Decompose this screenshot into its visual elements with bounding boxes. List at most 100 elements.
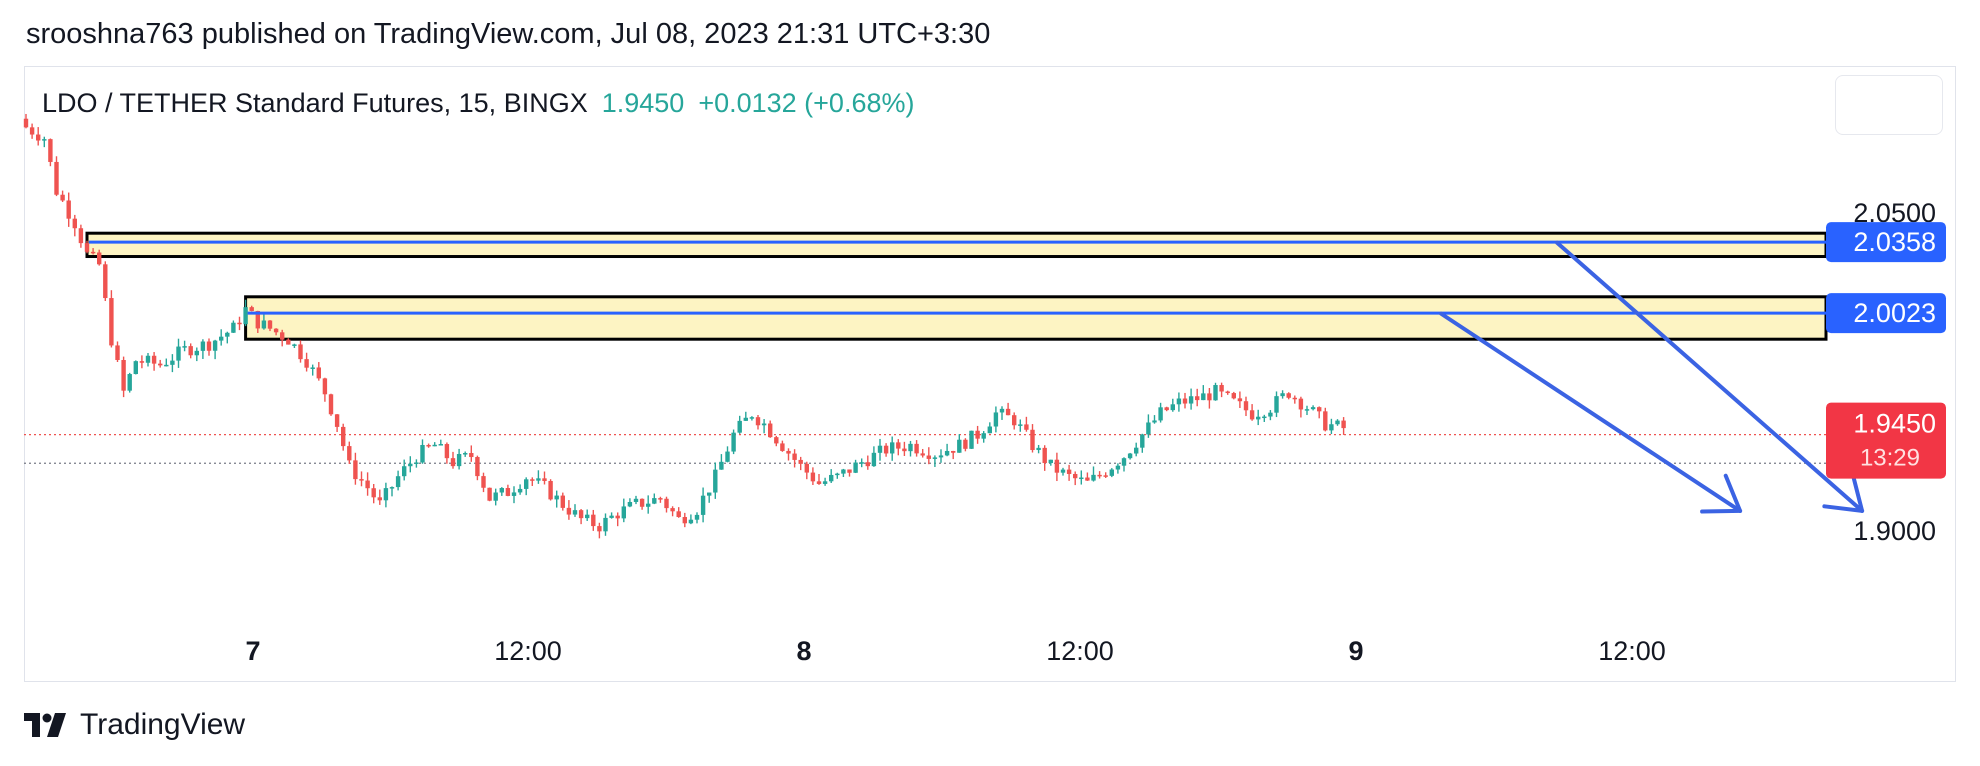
candle-body <box>493 492 498 501</box>
candle-body <box>273 328 279 333</box>
candle-body <box>524 479 529 489</box>
candle-body <box>481 476 486 488</box>
candle-body <box>212 340 218 351</box>
candle-body <box>890 442 895 454</box>
candle-body <box>225 332 230 337</box>
candle-body <box>963 439 968 449</box>
chart-corner-button[interactable] <box>1835 75 1943 135</box>
candle-body <box>48 139 53 162</box>
supply-zone-1[interactable] <box>85 231 1828 259</box>
candle-body <box>1298 398 1304 410</box>
candle-body <box>90 251 96 254</box>
candle-body <box>194 350 199 356</box>
candle-body <box>1018 424 1023 426</box>
candle-body <box>341 426 346 447</box>
candle-body <box>768 423 773 438</box>
candle-body <box>969 430 974 449</box>
candle-body <box>298 344 303 360</box>
candle-body <box>200 341 206 351</box>
candle-body <box>700 495 706 515</box>
candle-body <box>926 455 931 459</box>
candle-body <box>682 517 687 524</box>
candle-body <box>1207 393 1212 401</box>
candle-body <box>328 394 334 415</box>
candle-body <box>981 433 986 439</box>
candle-body <box>725 451 730 462</box>
candle-body <box>359 479 364 481</box>
candle-body <box>420 444 425 463</box>
candle-body <box>347 446 352 461</box>
candle-body <box>353 460 358 480</box>
candle-body <box>1256 416 1261 420</box>
candle-body <box>542 478 547 481</box>
level-price-tag[interactable]: 2.0358 <box>1826 222 1946 263</box>
candle-body <box>883 445 889 454</box>
last-price-tag[interactable]: 1.9450 13:29 <box>1826 402 1946 479</box>
candle-body <box>243 307 248 325</box>
chart-frame <box>24 66 1956 682</box>
candle-body <box>1005 408 1011 416</box>
candle-body <box>554 495 559 500</box>
candle-body <box>1024 424 1029 430</box>
candle-body <box>780 443 785 451</box>
candle-body <box>103 264 108 299</box>
candle-body <box>511 492 517 496</box>
candle-body <box>902 448 907 452</box>
candle-body <box>707 492 712 496</box>
candle-body <box>97 252 102 265</box>
candles-layer <box>23 113 1346 539</box>
candle-body <box>1219 385 1224 392</box>
candle-body <box>505 488 511 496</box>
x-tick-label: 12:00 <box>1598 636 1666 666</box>
candle-body <box>1140 434 1145 448</box>
candle-body <box>469 453 474 458</box>
candle-body <box>719 461 724 470</box>
brand-name: TradingView <box>80 708 246 741</box>
bearish-arrow-1[interactable] <box>1555 240 1865 513</box>
candle-body <box>60 194 65 201</box>
candle-body <box>54 161 59 195</box>
candle-body <box>1225 391 1230 394</box>
candle-body <box>127 374 132 391</box>
candle-body <box>896 442 901 449</box>
supply-zone-2[interactable] <box>244 295 1828 341</box>
candle-body <box>1134 447 1139 454</box>
candle-body <box>639 498 645 507</box>
bearish-arrow-2[interactable] <box>1439 311 1743 514</box>
candle-body <box>652 498 657 504</box>
candle-body <box>84 243 90 252</box>
candle-body <box>957 439 962 453</box>
candle-body <box>743 417 748 421</box>
candle-body <box>804 463 809 473</box>
candle-body <box>810 472 816 482</box>
candle-body <box>115 345 120 360</box>
symbol-name: LDO / TETHER Standard Futures, 15, BINGX <box>42 88 588 118</box>
candle-body <box>731 432 736 452</box>
candle-body <box>334 414 340 427</box>
candle-body <box>688 519 694 524</box>
candle-body <box>914 443 919 454</box>
candle-body <box>822 481 828 484</box>
candle-body <box>1048 459 1053 464</box>
candle-body <box>609 515 614 518</box>
candle-body <box>816 481 822 484</box>
candle-body <box>993 412 999 427</box>
candle-body <box>1304 409 1310 411</box>
candle-body <box>1152 420 1157 423</box>
x-tick-label: 12:00 <box>494 636 562 666</box>
candle-body <box>1195 396 1200 401</box>
candle-body <box>865 462 870 467</box>
candle-body <box>585 514 590 519</box>
candle-body <box>286 339 291 345</box>
candle-body <box>798 459 803 464</box>
candle-body <box>176 346 181 361</box>
level-price-tag[interactable]: 2.0023 <box>1826 293 1946 334</box>
candle-body <box>426 444 431 447</box>
candle-body <box>853 462 858 473</box>
candle-body <box>999 408 1005 413</box>
x-tick-label: 9 <box>1348 636 1363 666</box>
candle-body <box>450 458 456 467</box>
candle-body <box>1292 397 1297 400</box>
